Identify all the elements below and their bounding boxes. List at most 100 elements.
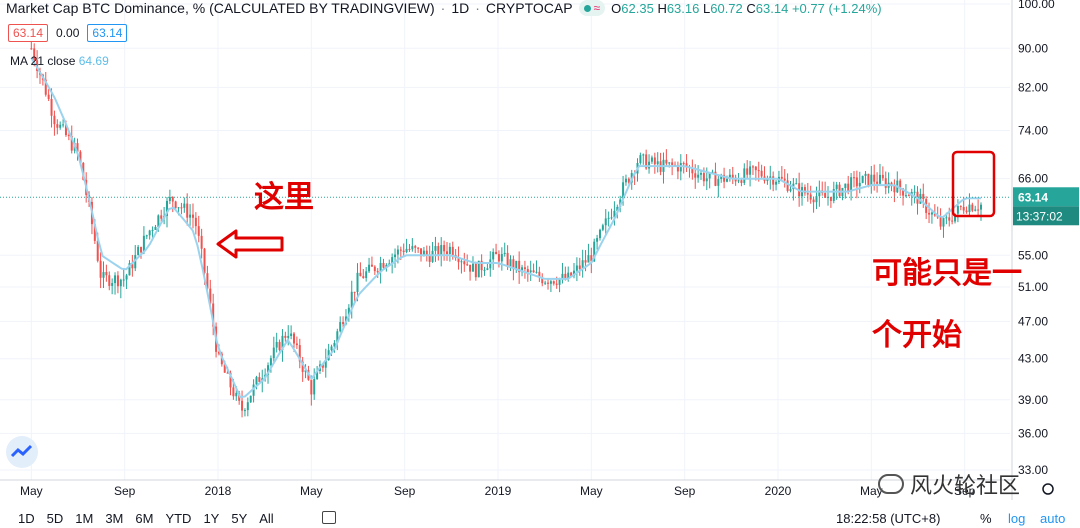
candle-body-235 (708, 172, 711, 179)
range-1m[interactable]: 1M (75, 511, 94, 526)
clock-readout[interactable]: 18:22:58 (UTC+8) (836, 511, 941, 526)
log-toggle[interactable]: log (1008, 511, 1026, 526)
buy-price-box[interactable]: 63.14 (87, 24, 128, 42)
candle-body-60 (203, 248, 206, 274)
candle-body-303 (904, 195, 907, 197)
candle-body-157 (483, 269, 486, 271)
candle-body-136 (422, 250, 425, 257)
candle-body-85 (275, 341, 278, 348)
candle-body-22 (93, 224, 96, 241)
candle-body-115 (362, 276, 365, 279)
candle-body-253 (760, 170, 763, 177)
candle-body-57 (194, 217, 197, 227)
candle-body-296 (884, 178, 887, 188)
candle-body-174 (532, 270, 535, 273)
candle-body-288 (861, 175, 864, 183)
candle-body-149 (460, 261, 463, 263)
range-all[interactable]: All (259, 511, 274, 526)
candle-body-184 (561, 273, 564, 279)
candle-body-25 (102, 272, 105, 278)
range-5d[interactable]: 5D (46, 511, 64, 526)
candle-body-105 (333, 342, 336, 347)
candle-body-191 (581, 260, 584, 269)
candle-body-299 (893, 186, 896, 193)
candle-body-249 (749, 166, 752, 175)
range-ytd[interactable]: YTD (165, 511, 192, 526)
candle-body-98 (313, 378, 316, 395)
candle-body-133 (414, 246, 417, 248)
candle-body-306 (913, 191, 916, 193)
candle-body-58 (197, 226, 200, 236)
candle-body-179 (547, 282, 550, 284)
indicator-label: MA 21 close (10, 54, 76, 68)
annotation-note-line1: 可能只是一 (872, 256, 1022, 291)
sell-price-box[interactable]: 63.14 (8, 24, 49, 42)
candle-body-47 (166, 200, 168, 216)
candle-body-162 (497, 254, 500, 262)
candle-body-271 (812, 199, 815, 203)
candle-body-101 (321, 364, 324, 368)
candle-body-200 (607, 217, 610, 219)
candle-body-62 (209, 288, 212, 304)
tradingview-logo-icon[interactable] (6, 436, 38, 468)
candle-body-44 (157, 215, 160, 227)
candle-body-71 (235, 392, 238, 397)
candle-body-182 (555, 283, 558, 285)
candle-body-190 (578, 265, 581, 269)
candle-body-161 (495, 251, 498, 255)
y-tick-label-7: 47.00 (1018, 314, 1048, 328)
candle-body-12 (64, 124, 67, 136)
candle-body-216 (653, 157, 656, 165)
candle-body-203 (616, 206, 619, 211)
candle-body-67 (223, 364, 226, 373)
candle-body-78 (255, 377, 258, 385)
market-status-badge[interactable]: ≈ (578, 0, 606, 16)
candle-body-154 (474, 263, 477, 278)
range-5y[interactable]: 5Y (231, 511, 248, 526)
candle-body-1 (33, 48, 36, 61)
candle-body-82 (267, 365, 270, 375)
price-tag-value: 63.14 (1018, 190, 1048, 204)
range-6m[interactable]: 6M (135, 511, 154, 526)
candle-body-120 (376, 271, 379, 273)
candle-body-248 (746, 168, 749, 175)
candle-body-173 (529, 270, 532, 273)
candle-body-198 (601, 225, 604, 230)
ma-line (30, 57, 981, 399)
auto-toggle[interactable]: auto (1040, 511, 1066, 526)
interval-label[interactable]: 1D (451, 0, 470, 16)
candle-body-233 (702, 173, 705, 182)
indicator-legend[interactable]: MA 21 close 64.69 (10, 54, 109, 68)
candle-body-23 (96, 240, 99, 261)
range-1y[interactable]: 1Y (203, 511, 220, 526)
candle-body-189 (575, 265, 578, 271)
candle-body-45 (160, 215, 163, 219)
symbol-title[interactable]: Market Cap BTC Dominance, % (CALCULATED … (6, 0, 435, 16)
candle-body-324 (965, 210, 968, 213)
percent-toggle[interactable]: % (980, 511, 992, 526)
candle-body-241 (725, 178, 728, 182)
calendar-icon[interactable] (322, 511, 336, 524)
chart-header: Market Cap BTC Dominance, % (CALCULATED … (6, 0, 882, 16)
candle-body-278 (832, 189, 835, 201)
range-1d[interactable]: 1D (18, 511, 35, 526)
candle-body-93 (298, 345, 301, 362)
candle-body-322 (959, 206, 962, 208)
annotation-here: 这里 (254, 180, 314, 215)
candle-body-86 (278, 341, 281, 350)
candle-body-43 (154, 226, 157, 230)
candle-body-261 (783, 178, 786, 181)
range-3m[interactable]: 3M (105, 511, 124, 526)
candle-body-150 (463, 261, 466, 265)
candle-body-30 (116, 275, 119, 287)
y-tick-label-8: 43.00 (1018, 352, 1048, 366)
y-tick-label-11: 33.00 (1018, 463, 1048, 477)
candle-body-128 (399, 249, 402, 251)
candle-body-94 (301, 361, 304, 372)
candle-body-26 (105, 272, 108, 276)
candle-body-323 (962, 207, 965, 211)
candle-body-242 (728, 174, 731, 179)
candle-body-6 (47, 94, 50, 99)
candle-body-304 (907, 195, 910, 197)
